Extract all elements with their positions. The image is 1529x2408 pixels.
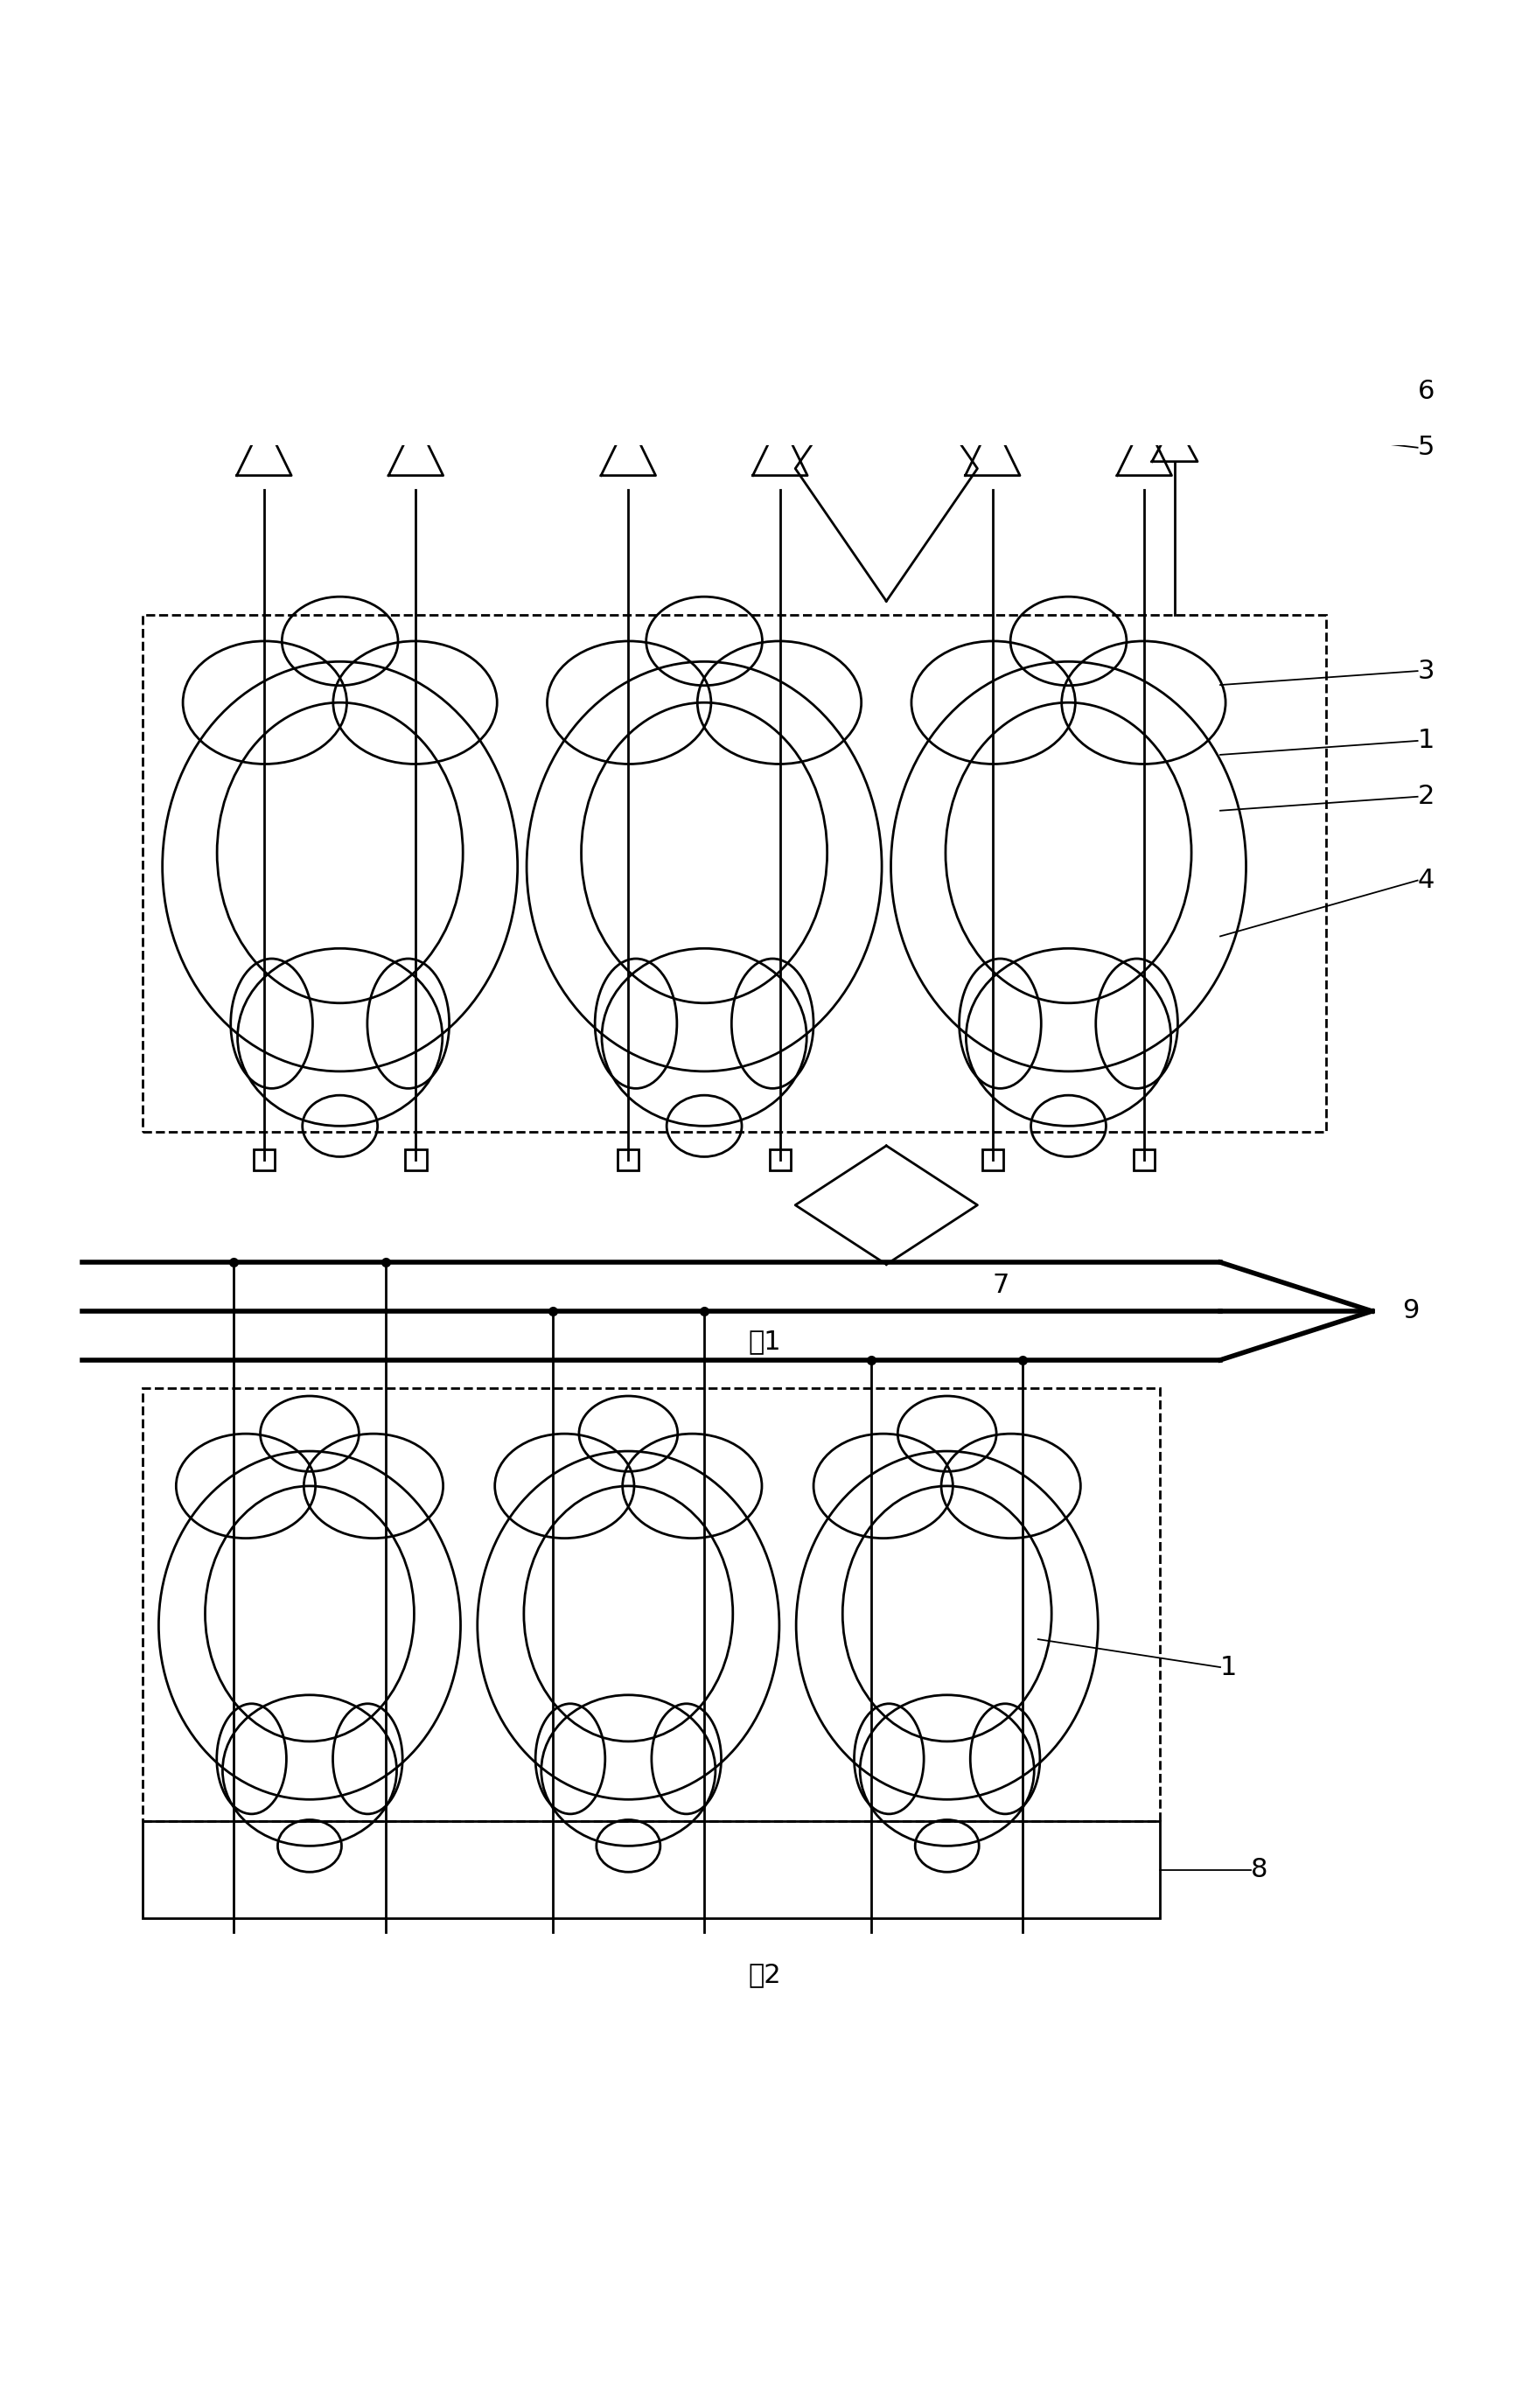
Bar bbox=[618, 1149, 639, 1170]
Text: 4: 4 bbox=[1417, 867, 1434, 893]
Text: 3: 3 bbox=[1417, 657, 1434, 684]
Text: 7: 7 bbox=[992, 1274, 1009, 1298]
Bar bbox=[254, 1149, 275, 1170]
Bar bbox=[1133, 1149, 1154, 1170]
Text: 1: 1 bbox=[1220, 1654, 1237, 1681]
Text: 5: 5 bbox=[1417, 436, 1434, 460]
Text: 图2: 图2 bbox=[748, 1963, 781, 1987]
Text: 8: 8 bbox=[1249, 1857, 1268, 1883]
Text: 6: 6 bbox=[1417, 378, 1434, 405]
Bar bbox=[982, 1149, 1003, 1170]
Bar bbox=[769, 1149, 790, 1170]
Bar bbox=[405, 1149, 427, 1170]
Text: 9: 9 bbox=[1402, 1298, 1419, 1324]
Text: 图1: 图1 bbox=[748, 1329, 781, 1353]
Text: 2: 2 bbox=[1417, 785, 1434, 809]
Text: 1: 1 bbox=[1417, 727, 1434, 754]
Bar bbox=[142, 1820, 1159, 1919]
